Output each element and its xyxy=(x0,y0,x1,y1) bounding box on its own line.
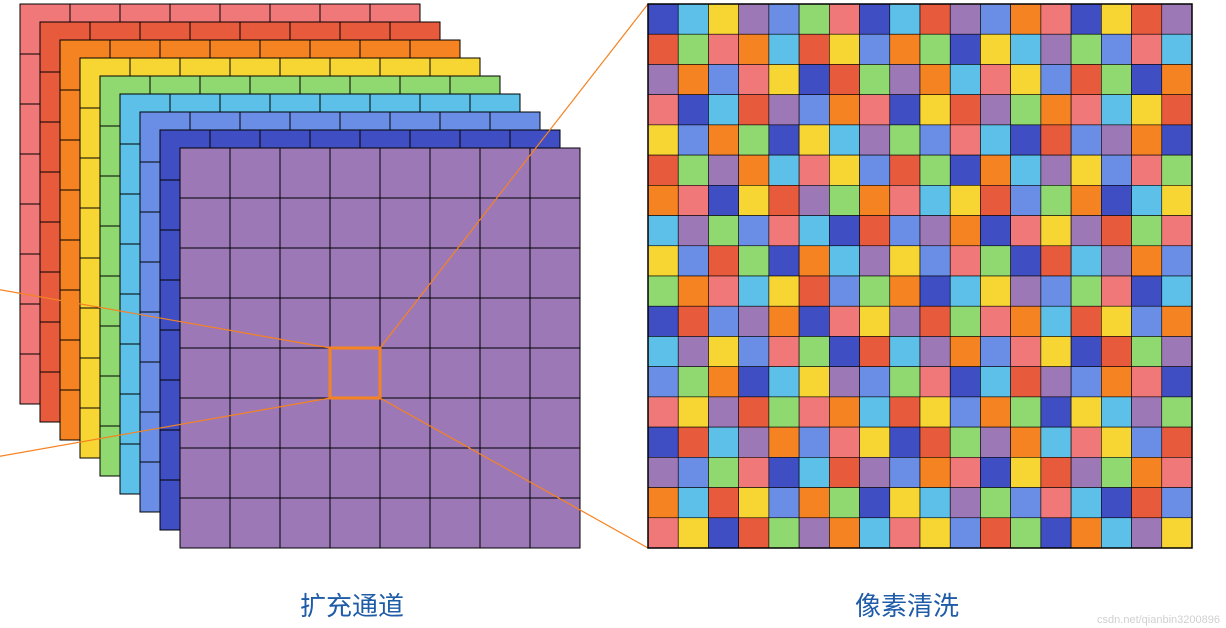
diagram-svg xyxy=(0,0,1226,628)
left-caption: 扩充通道 xyxy=(300,586,404,623)
right-caption: 像素清洗 xyxy=(855,586,959,623)
watermark-text: csdn.net/qianbin3200896 xyxy=(1097,614,1220,626)
